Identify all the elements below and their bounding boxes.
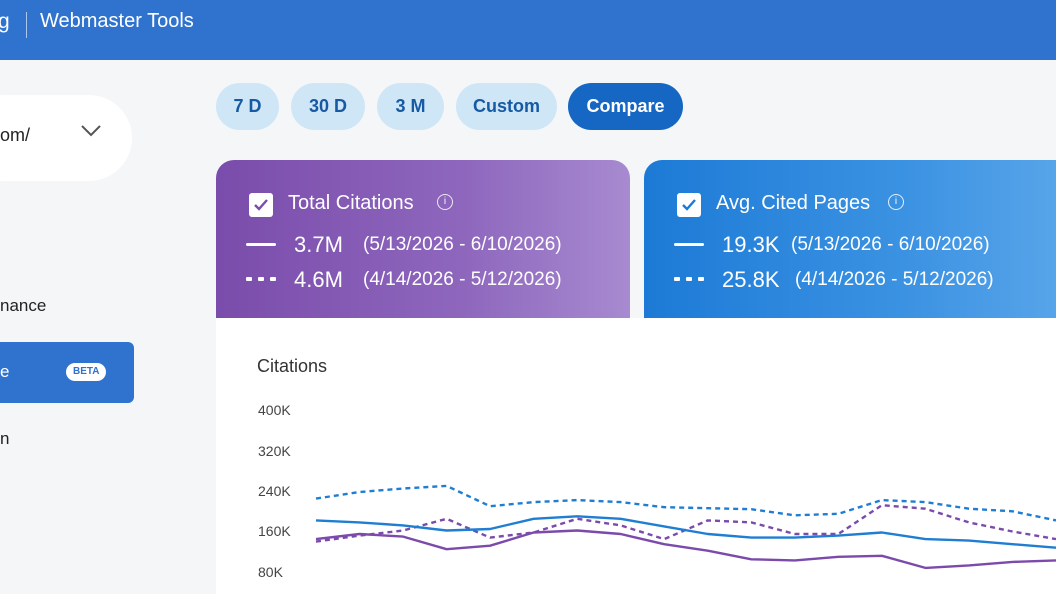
sidebar-item-label: nance [0,296,47,315]
metric-previous-range: (4/14/2026 - 5/12/2026) [795,269,994,290]
citations-chart-panel: Citations 400K 320K 240K 160K 80K [216,318,1056,594]
check-icon [682,199,696,211]
range-custom-button[interactable]: Custom [456,83,557,130]
sidebar-item-next[interactable]: n [0,429,9,449]
total-citations-checkbox[interactable] [249,193,273,217]
series-line-3 [315,484,1056,522]
top-bar: g Webmaster Tools [0,0,1056,60]
beta-badge: BETA [66,363,107,381]
metric-title: Avg. Cited Pages [716,192,871,214]
solid-line-legend-icon [674,243,704,246]
y-tick-label: 160K [258,523,291,539]
brand-name-fragment[interactable]: g [0,10,10,33]
range-compare-button[interactable]: Compare [568,83,683,130]
sidebar: om/ nance e BETA n [0,60,216,594]
info-icon[interactable]: i [437,194,453,210]
avg-cited-pages-checkbox[interactable] [677,193,701,217]
y-tick-label: 400K [258,402,291,418]
sidebar-item-label: e [0,362,10,381]
metric-current-range: (5/13/2026 - 6/10/2026) [363,234,562,255]
series-line-2 [315,515,1056,549]
y-tick-label: 320K [258,443,291,459]
range-7d-button[interactable]: 7 D [216,83,279,130]
solid-line-legend-icon [246,243,276,246]
metric-card-total-citations[interactable]: Total Citations i 3.7M (5/13/2026 - 6/10… [216,160,630,320]
check-icon [254,199,268,211]
site-selector[interactable]: om/ [0,95,132,181]
y-tick-label: 240K [258,483,291,499]
dashed-line-legend-icon [674,277,704,281]
metric-previous-value: 4.6M [294,267,343,292]
metric-current-value: 3.7M [294,232,343,257]
product-name[interactable]: Webmaster Tools [40,10,194,32]
chevron-down-icon [81,125,101,137]
metric-previous-value: 25.8K [722,267,780,292]
range-3m-button[interactable]: 3 M [377,83,444,130]
site-selector-value: om/ [0,125,31,145]
metric-current-range: (5/13/2026 - 6/10/2026) [791,234,990,255]
metric-card-avg-cited-pages[interactable]: Avg. Cited Pages i 19.3K (5/13/2026 - 6/… [644,160,1056,320]
chart-y-axis-title: Citations [257,356,328,376]
sidebar-item-active[interactable]: e BETA [0,342,134,403]
series-line-1 [315,503,1056,543]
metric-title: Total Citations [288,192,414,214]
sidebar-item-label: n [0,429,10,448]
dashed-line-legend-icon [246,277,276,281]
citations-line-chart [315,484,1056,570]
y-tick-label: 80K [258,564,283,580]
metric-previous-range: (4/14/2026 - 5/12/2026) [363,269,562,290]
metric-current-value: 19.3K [722,232,780,257]
info-icon[interactable]: i [888,194,904,210]
sidebar-item-performance[interactable]: nance [0,296,46,316]
range-30d-button[interactable]: 30 D [291,83,365,130]
header-divider [26,12,27,38]
series-line-0 [315,529,1056,570]
